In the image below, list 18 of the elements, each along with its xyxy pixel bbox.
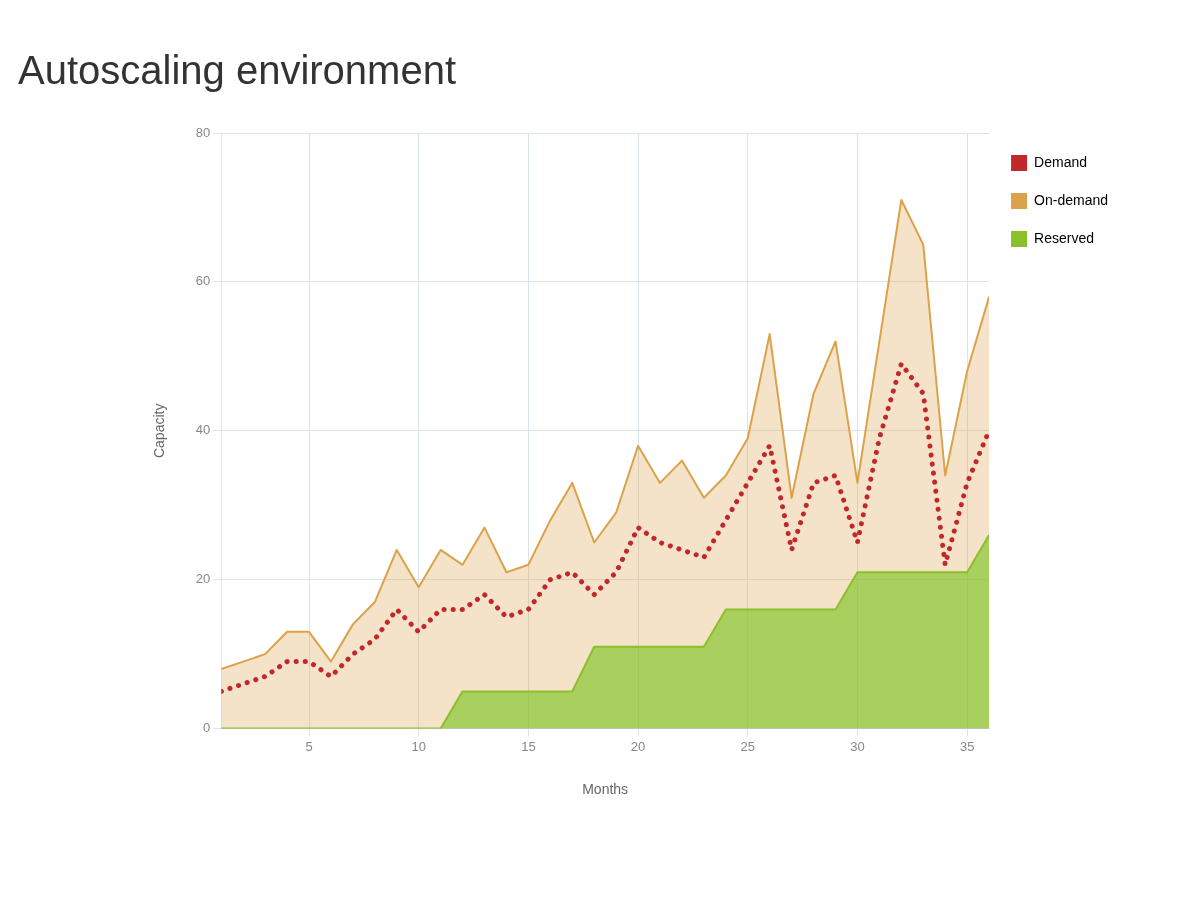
x-tick-label: 5 [305, 738, 313, 754]
y-tick-label: 40 [195, 422, 211, 438]
legend-label: On-demand [1034, 191, 1109, 208]
x-tick-label: 30 [850, 738, 865, 754]
y-tick-label: 0 [203, 720, 211, 736]
x-tick-label: 25 [740, 738, 755, 754]
y-tick-label: 80 [195, 124, 211, 140]
x-tick-label: 10 [411, 738, 426, 754]
y-axis-title: Capacity [151, 403, 168, 459]
chart-title: Autoscaling environment [17, 47, 458, 94]
x-axis-title: Months [582, 781, 629, 798]
x-tick-label: 35 [959, 738, 975, 754]
legend-label: Reserved [1034, 229, 1094, 246]
x-tick-label: 20 [630, 738, 646, 754]
y-tick-label: 20 [195, 571, 211, 587]
legend-label: Demand [1034, 153, 1087, 170]
x-tick-label: 15 [521, 738, 536, 754]
y-tick-label: 60 [195, 273, 211, 289]
